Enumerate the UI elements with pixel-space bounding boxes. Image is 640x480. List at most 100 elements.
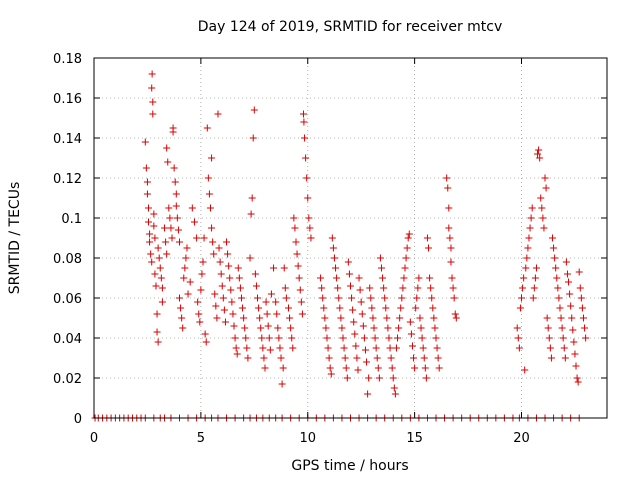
data-point [557, 314, 565, 322]
y-axis-label: SRMTID / TECUs [7, 182, 23, 295]
data-point [432, 334, 440, 342]
data-point [213, 314, 221, 322]
data-point [348, 294, 356, 302]
data-point [559, 334, 567, 342]
data-point [301, 134, 309, 142]
data-point [447, 244, 455, 252]
data-point [290, 214, 298, 222]
data-point [416, 314, 424, 322]
data-point [287, 324, 295, 332]
data-point [244, 354, 252, 362]
data-point [387, 354, 395, 362]
data-point [148, 84, 156, 92]
data-point [321, 314, 329, 322]
data-point [445, 224, 453, 232]
data-point [306, 224, 314, 232]
data-point [151, 270, 159, 278]
data-point [339, 334, 347, 342]
data-point [443, 174, 451, 182]
data-point [229, 310, 237, 318]
data-point [274, 324, 282, 332]
data-point [176, 238, 183, 246]
data-point [261, 364, 269, 372]
y-tick-label: 0.04 [53, 332, 82, 347]
data-point [239, 304, 247, 312]
data-point [361, 346, 369, 354]
data-point [220, 306, 228, 314]
data-point [235, 274, 243, 282]
data-point [294, 262, 302, 270]
data-point [151, 234, 159, 242]
data-point [142, 164, 150, 172]
data-point [552, 264, 560, 272]
data-point [569, 326, 577, 334]
data-point [292, 238, 300, 246]
data-point [143, 190, 151, 198]
data-point [180, 274, 188, 282]
data-point [184, 290, 192, 298]
data-point [399, 284, 407, 292]
x-axis-label: GPS time / hours [291, 458, 408, 474]
data-point [444, 184, 452, 192]
data-point [251, 270, 259, 278]
data-point [197, 286, 205, 294]
data-point [148, 70, 156, 78]
data-point [166, 214, 174, 222]
data-point [182, 254, 190, 262]
data-point [262, 298, 270, 306]
data-point [224, 250, 232, 258]
data-point [302, 154, 310, 162]
data-point [405, 230, 413, 238]
data-point [200, 234, 208, 242]
data-point [188, 204, 196, 212]
data-point [157, 274, 165, 282]
data-point [216, 258, 224, 266]
data-point [394, 334, 402, 342]
data-point [265, 334, 273, 342]
data-point [542, 184, 550, 192]
data-point [544, 324, 552, 332]
data-point [264, 322, 272, 330]
data-point [534, 150, 542, 158]
data-point [342, 364, 350, 372]
data-point [205, 190, 213, 198]
data-point [289, 344, 297, 352]
data-point [252, 282, 260, 290]
data-point [174, 226, 182, 234]
data-point [148, 258, 156, 266]
data-point [404, 234, 412, 242]
data-point [288, 334, 296, 342]
data-point [524, 244, 532, 252]
data-point [299, 110, 307, 118]
data-point [190, 218, 198, 226]
data-point [415, 274, 423, 282]
x-tick-label: 0 [90, 431, 98, 446]
data-point [451, 310, 459, 318]
data-point [279, 364, 287, 372]
data-point [530, 284, 538, 292]
data-point [521, 366, 529, 374]
data-point [217, 270, 225, 278]
data-point [212, 302, 220, 310]
y-tick-label: 0.16 [53, 92, 82, 107]
data-point [386, 344, 394, 352]
x-tick-label: 20 [513, 431, 530, 446]
data-point [272, 298, 280, 306]
data-point [275, 334, 283, 342]
data-point [560, 344, 568, 352]
data-point [305, 214, 313, 222]
data-point [574, 378, 582, 386]
data-point [250, 106, 258, 114]
data-point [518, 294, 525, 302]
data-point [575, 268, 583, 276]
data-point [161, 224, 169, 232]
data-point [433, 344, 441, 352]
data-point [172, 202, 180, 210]
data-point [350, 318, 358, 326]
data-point [384, 324, 392, 332]
data-point [158, 284, 166, 292]
data-point [146, 230, 154, 238]
data-point [297, 298, 305, 306]
data-point [550, 244, 558, 252]
y-tick-label: 0.1 [61, 212, 82, 227]
